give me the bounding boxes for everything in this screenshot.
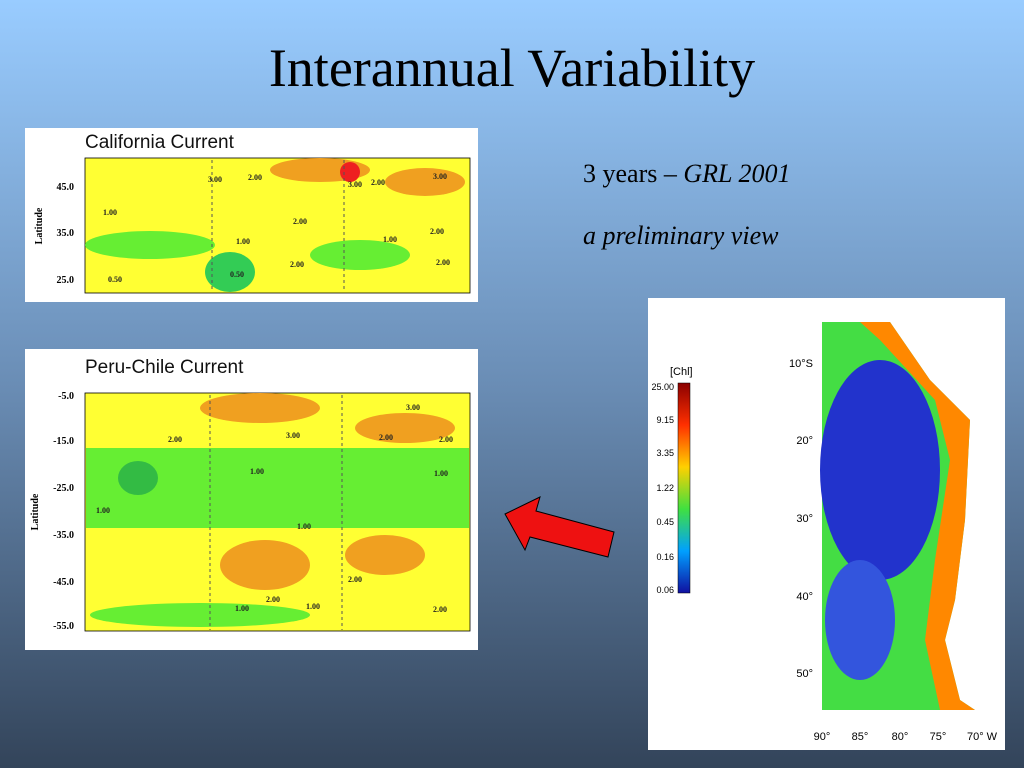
lat-label: 20° [796,435,813,447]
contour-label: 2.00 [433,605,447,614]
contour-label: 1.00 [103,208,117,217]
contour-label: 2.00 [430,227,444,236]
contour-label: 1.00 [250,467,264,476]
lat-label: 40° [796,591,813,603]
contour-label: 3.00 [208,175,222,184]
contour-label: 2.00 [248,173,262,182]
y-tick-label: -15.0 [53,436,74,447]
y-tick-label: 25.0 [57,275,75,286]
contour-label: 2.00 [439,435,453,444]
peru-panel: Peru-Chile Current Latitude [25,349,478,650]
lon-label: 80° [892,731,909,743]
colorbar-tick-label: 3.35 [656,448,674,458]
y-tick-label: -35.0 [53,530,74,541]
contour-label: 1.00 [96,506,110,515]
y-tick-label: -5.0 [58,391,74,402]
text-plain: 3 years – [583,159,683,188]
contour-label: 3.00 [348,180,362,189]
subtitle-line: a preliminary view [583,221,779,250]
contour-label: 2.00 [168,435,182,444]
colorbar-tick-label: 0.06 [656,585,674,595]
contour-label: 1.00 [306,602,320,611]
lat-label: 50° [796,668,813,680]
arrow [504,496,615,558]
y-tick-label: 45.0 [57,182,75,193]
contour-label: 3.00 [433,172,447,181]
contour-label: 1.00 [235,604,249,613]
colorbar-tick-label: 25.00 [651,382,674,392]
lat-label: 10°S [789,358,813,370]
contour-label: 0.50 [108,275,122,284]
contour-label: 2.00 [266,595,280,604]
y-tick-label: -45.0 [53,577,74,588]
lat-label: 30° [796,513,813,525]
panel-title: Peru-Chile Current [85,357,244,378]
y-tick-label: -25.0 [53,483,74,494]
subtitle-line: 3 years – GRL 2001 [583,159,791,188]
colorbar-tick-label: 0.45 [656,517,674,527]
lon-label: 70° W [967,731,998,743]
contour-label: 2.00 [290,260,304,269]
y-axis-label: Latitude [30,493,41,530]
y-axis-label: Latitude [34,207,45,244]
contour-label: 0.50 [230,270,244,279]
text-italic: GRL 2001 [683,159,790,188]
colorbar-tick-label: 9.15 [656,415,674,425]
lon-label: 85° [852,731,869,743]
colorbar-tick-label: 1.22 [656,483,674,493]
y-tick-label: -55.0 [53,621,74,632]
panel-title: California Current [85,132,235,153]
contour-label: 2.00 [379,433,393,442]
lon-label: 90° [814,731,831,743]
contour-label: 2.00 [293,217,307,226]
california-panel: California Current Latitude [25,128,478,302]
contour-label: 1.00 [297,522,311,531]
contour-label: 1.00 [236,237,250,246]
contour-label: 1.00 [383,235,397,244]
contour-label: 2.00 [348,575,362,584]
colorbar-title: [Chl] [670,366,693,378]
lon-label: 75° [930,731,947,743]
slide-title: Interannual Variability [269,38,755,98]
contour-label: 3.00 [286,431,300,440]
chlorophyll-map: [Chl] [648,298,1005,750]
y-tick-label: 35.0 [57,228,75,239]
contour-label: 2.00 [436,258,450,267]
contour-label: 2.00 [371,178,385,187]
colorbar-tick-label: 0.16 [656,552,674,562]
contour-label: 3.00 [406,403,420,412]
contour-label: 1.00 [434,469,448,478]
generated: 45.0 35.0 25.0 -5.0 -15.0 -25.0 -35.0 -45.0 -55.… [53,172,997,743]
